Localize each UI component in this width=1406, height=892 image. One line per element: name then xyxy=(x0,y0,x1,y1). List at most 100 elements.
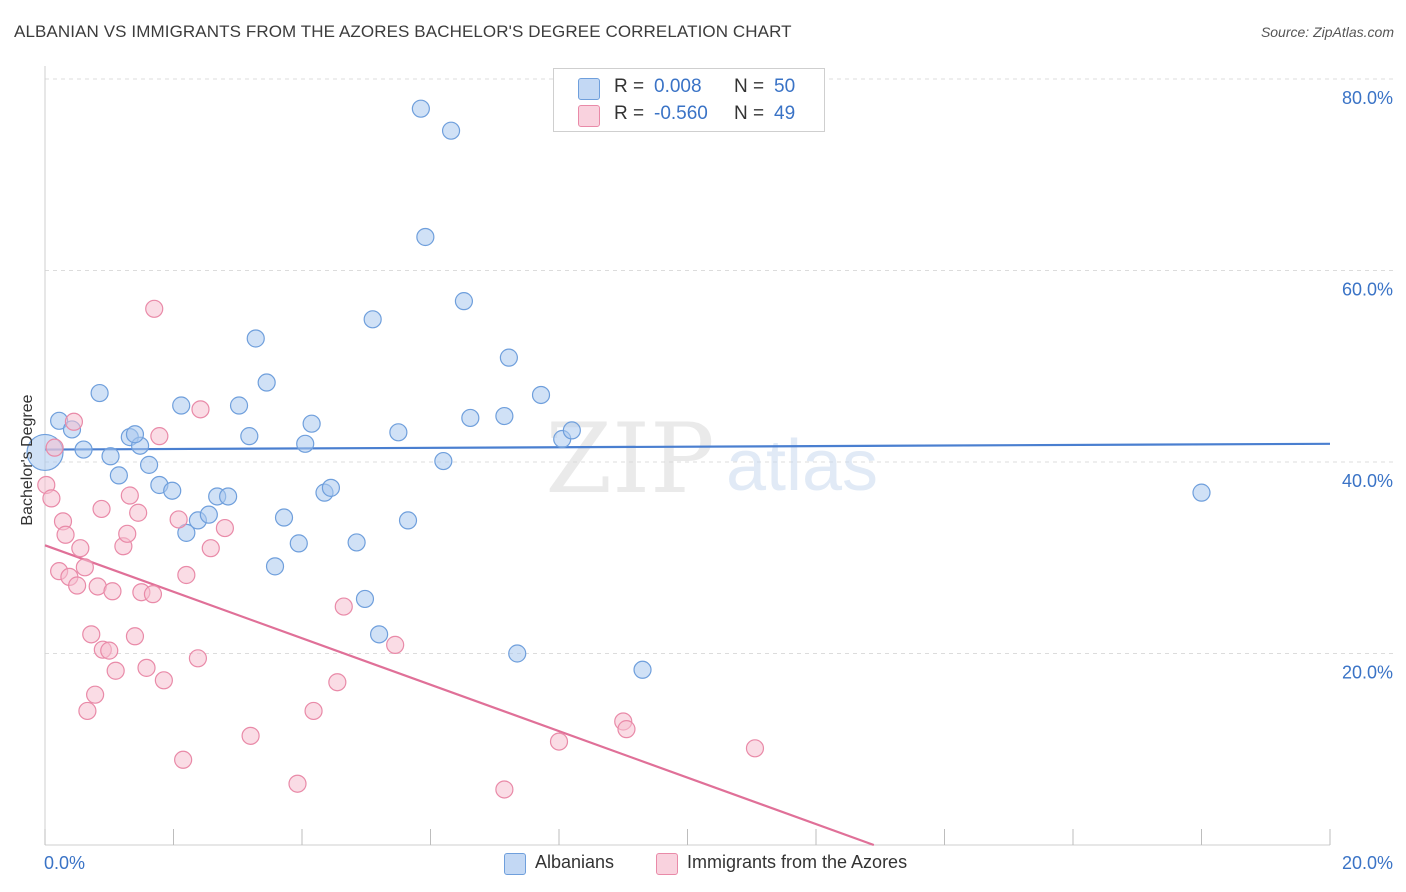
point-albanians xyxy=(499,348,518,367)
point-azores xyxy=(386,635,405,654)
point-azores xyxy=(45,438,64,457)
point-azores xyxy=(92,499,111,519)
point-azores xyxy=(106,661,125,680)
legend-r-value: 0.008 xyxy=(654,76,702,97)
point-azores xyxy=(145,299,164,318)
point-azores xyxy=(86,685,105,704)
point-albanians xyxy=(461,408,480,428)
point-albanians xyxy=(246,329,265,348)
point-azores xyxy=(82,625,101,644)
point-albanians xyxy=(240,427,259,446)
point-azores xyxy=(328,673,347,692)
point-azores xyxy=(154,671,173,690)
point-albanians xyxy=(363,310,382,329)
y-tick-label: 80.0% xyxy=(1342,88,1393,108)
point-azores xyxy=(201,539,220,558)
point-azores xyxy=(304,701,323,721)
legend-swatch-albanians xyxy=(578,78,600,100)
legend-label-azores: Immigrants from the Azores xyxy=(687,852,908,872)
point-albanians xyxy=(302,414,321,433)
point-albanians xyxy=(163,481,182,500)
point-azores xyxy=(143,585,163,604)
trend-line-albanians xyxy=(44,442,1331,451)
point-albanians xyxy=(321,478,341,497)
data-points xyxy=(26,99,1211,799)
y-axis-label: Bachelor's Degree xyxy=(19,394,36,526)
point-azores xyxy=(78,701,97,721)
watermark: ZIP atlas xyxy=(545,403,878,515)
point-albanians xyxy=(177,523,196,542)
point-albanians xyxy=(199,505,218,524)
point-azores xyxy=(617,720,636,739)
legend-n-label: N = xyxy=(734,103,765,124)
legend-swatch-azores xyxy=(656,853,678,875)
series-legend: Albanians Immigrants from the Azores xyxy=(0,852,1406,876)
point-albanians xyxy=(109,466,128,485)
point-albanians xyxy=(219,487,238,506)
legend-r-label: R = xyxy=(614,103,645,124)
legend-r-label: R = xyxy=(614,76,645,97)
point-albanians xyxy=(274,508,294,527)
point-azores xyxy=(191,400,210,419)
legend-swatch-azores xyxy=(578,105,600,127)
legend-swatch-albanians xyxy=(504,853,526,875)
point-azores xyxy=(241,726,260,745)
x-tick-label: 0.0% xyxy=(44,853,85,873)
point-albanians xyxy=(125,425,145,444)
x-tick-label: 20.0% xyxy=(1342,853,1393,873)
point-albanians xyxy=(257,373,276,392)
point-azores xyxy=(150,427,169,446)
point-albanians xyxy=(434,451,453,471)
point-azores xyxy=(75,558,94,577)
trend-line-azores xyxy=(44,544,875,847)
point-albanians xyxy=(172,396,191,415)
point-albanians xyxy=(398,511,418,530)
point-azores xyxy=(56,525,75,544)
point-azores xyxy=(137,658,156,677)
point-azores xyxy=(64,412,84,431)
point-albanians xyxy=(562,421,581,440)
point-azores xyxy=(169,510,188,529)
correlation-legend: R = 0.008 N = 50 R = -0.560 N = 49 xyxy=(553,68,825,132)
legend-label-albanians: Albanians xyxy=(535,852,615,872)
point-azores xyxy=(745,739,765,758)
point-azores xyxy=(288,774,307,793)
legend-n-value: 49 xyxy=(774,103,796,124)
point-azores xyxy=(118,524,137,543)
point-azores xyxy=(495,780,514,799)
legend-n-value: 50 xyxy=(774,76,796,97)
point-albanians xyxy=(296,434,315,453)
point-albanians xyxy=(454,292,474,311)
watermark-zip: ZIP xyxy=(545,403,714,515)
point-albanians xyxy=(74,440,93,459)
y-tick-label: 60.0% xyxy=(1342,280,1393,300)
chart-title: ALBANIAN VS IMMIGRANTS FROM THE AZORES B… xyxy=(14,22,792,41)
point-azores xyxy=(177,565,196,585)
point-azores xyxy=(334,597,353,616)
point-albanians xyxy=(531,385,551,405)
point-albanians xyxy=(90,383,109,403)
point-azores xyxy=(120,486,139,505)
point-albanians xyxy=(389,423,408,442)
point-azores xyxy=(188,649,208,668)
point-albanians xyxy=(370,625,389,644)
point-albanians xyxy=(441,121,461,140)
point-albanians xyxy=(1192,483,1211,502)
grid-lines xyxy=(45,78,1394,654)
point-albanians xyxy=(347,533,366,552)
point-azores xyxy=(129,503,148,522)
point-albanians xyxy=(229,396,249,415)
point-azores xyxy=(100,641,119,660)
point-azores xyxy=(103,582,122,601)
point-azores xyxy=(42,489,61,508)
point-albanians xyxy=(139,455,159,474)
point-albanians xyxy=(101,447,120,466)
legend-n-label: N = xyxy=(734,76,765,97)
point-albanians xyxy=(355,589,375,609)
point-azores xyxy=(174,750,193,769)
point-albanians xyxy=(416,227,435,247)
point-albanians xyxy=(495,406,514,426)
source-credit: Source: ZipAtlas.com xyxy=(1260,24,1394,40)
point-albanians xyxy=(633,660,652,679)
